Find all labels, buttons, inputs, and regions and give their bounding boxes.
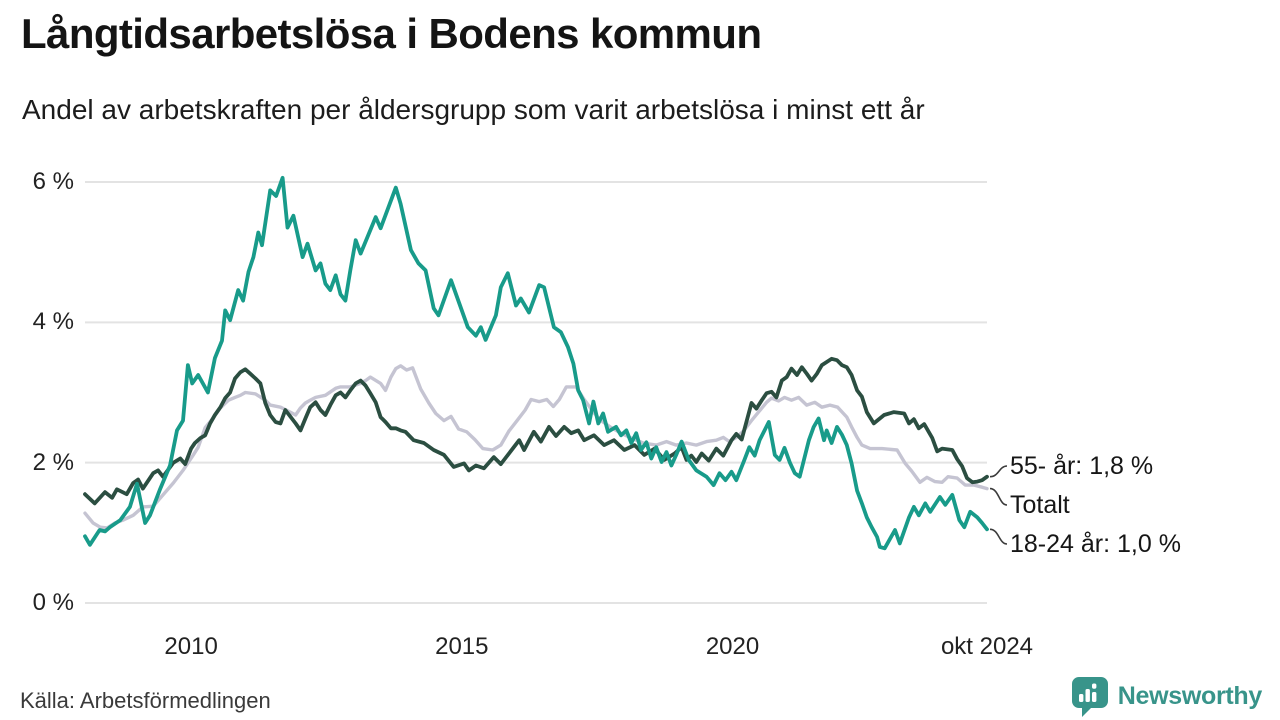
end-label-connector-totalt (989, 487, 1008, 506)
y-tick-label-6: 6 % (32, 168, 74, 195)
x-tick-label-2010: 2010 (164, 633, 218, 660)
series-end-label-totalt: Totalt (1010, 491, 1070, 519)
x-tick-label-2020: 2020 (705, 633, 760, 660)
series-end-label-55-ar: 55- år: 1,8 % (1010, 452, 1154, 480)
series-line-55-ar (83, 356, 989, 506)
y-tick-label-4: 4 % (32, 308, 74, 336)
logo-bar-tall (1085, 689, 1090, 702)
logo-exclamation-dot (1091, 683, 1097, 689)
x-tick-label-2015: 2015 (435, 633, 489, 660)
source-label: Källa: Arbetsförmedlingen (20, 688, 271, 713)
newsworthy-logo-text: Newsworthy (1117, 681, 1263, 710)
newsworthy-logo-icon (1071, 677, 1108, 717)
page-title: Långtidsarbetslösa i Bodens kommun (21, 10, 762, 57)
end-label-connector-18-24-ar (989, 528, 1008, 545)
logo-bar-short (1078, 694, 1084, 702)
series-line-18-24-ar (83, 175, 989, 551)
y-tick-label-2: 2 % (32, 448, 74, 476)
newsworthy-brand: Newsworthy (1070, 675, 1262, 717)
y-tick-label-0: 0 % (32, 589, 74, 616)
series-end-label-18-24-ar: 18-24 år: 1,0 % (1010, 530, 1181, 558)
chart-subtitle: Andel av arbetskraften per åldersgrupp s… (22, 94, 925, 125)
x-tick-label-okt-2024: okt 2024 (940, 633, 1034, 660)
series-line-totalt (83, 364, 989, 530)
logo-exclamation-stem (1091, 692, 1097, 702)
end-label-connector-55-ar (989, 465, 1008, 478)
